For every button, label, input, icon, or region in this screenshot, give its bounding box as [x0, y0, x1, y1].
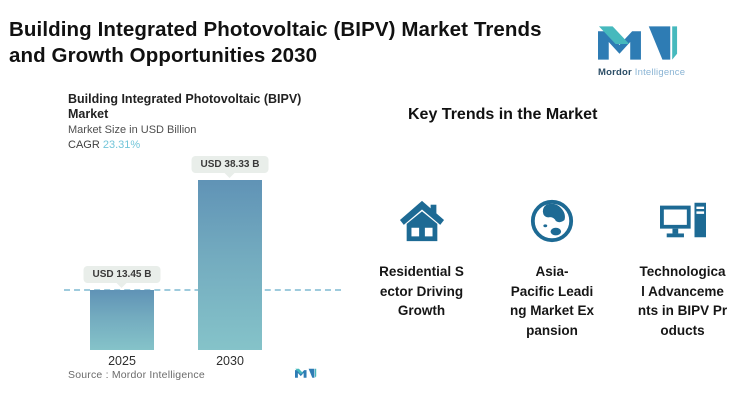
x-axis-tick-2025: 2025 — [108, 354, 136, 368]
trend-label: Residential S ector Driving Growth — [379, 264, 464, 318]
bar-group-2025: USD 13.45 B 2025 — [83, 180, 161, 368]
cagr-value: 23.31% — [102, 139, 141, 151]
cagr-row: CAGR 23.31% — [68, 139, 352, 152]
trend-item-technology: Technologica l Advanceme nts in BIPV Pr … — [623, 197, 742, 340]
x-axis-tick-2030: 2030 — [216, 354, 244, 368]
key-trends-heading: Key Trends in the Market — [408, 106, 598, 123]
mordor-logo-icon — [598, 26, 680, 64]
trend-item-asia-pacific: Asia- Pacific Leadi ng Market Ex pansion — [493, 197, 612, 340]
trends-row: Residential S ector Driving Growth Asia-… — [362, 197, 742, 340]
brand-name-light: Intelligence — [634, 67, 686, 78]
mordor-logo-small-icon — [295, 366, 317, 384]
trend-label: Asia- Pacific Leadi ng Market Ex pansion — [509, 264, 595, 338]
page-title: Building Integrated Photovoltaic (BIPV) … — [9, 18, 542, 67]
house-icon — [399, 197, 445, 244]
computer-icon — [658, 197, 708, 244]
source-label: Source : Mordor Intelligence — [68, 369, 205, 381]
bar-2025 — [90, 290, 154, 350]
value-label-2025: USD 13.45 B — [83, 266, 161, 288]
mordor-logo-wordmark: Mordor Intelligence — [598, 67, 690, 78]
trend-item-residential: Residential S ector Driving Growth — [362, 197, 481, 340]
chart-title: Building Integrated Photovoltaic (BIPV) … — [68, 92, 302, 121]
bar-group-2030: USD 38.33 B 2030 — [191, 156, 269, 368]
source-row: Source : Mordor Intelligence — [68, 366, 345, 384]
trend-label: Technologica l Advanceme nts in BIPV Pr … — [637, 264, 728, 338]
globe-icon — [529, 197, 575, 244]
cagr-label: CAGR — [68, 139, 103, 151]
value-label-2030: USD 38.33 B — [191, 156, 269, 178]
chart-subtitle: Market Size in USD Billion — [68, 124, 197, 136]
bar-chart-plot: USD 13.45 B 2025 USD 38.33 B 2030 — [60, 156, 345, 368]
bipv-market-chart: Building Integrated Photovoltaic (BIPV) … — [60, 92, 352, 381]
brand-name-bold: Mordor — [598, 67, 632, 78]
mordor-intelligence-logo: Mordor Intelligence — [598, 24, 690, 78]
bar-2030 — [198, 180, 262, 350]
